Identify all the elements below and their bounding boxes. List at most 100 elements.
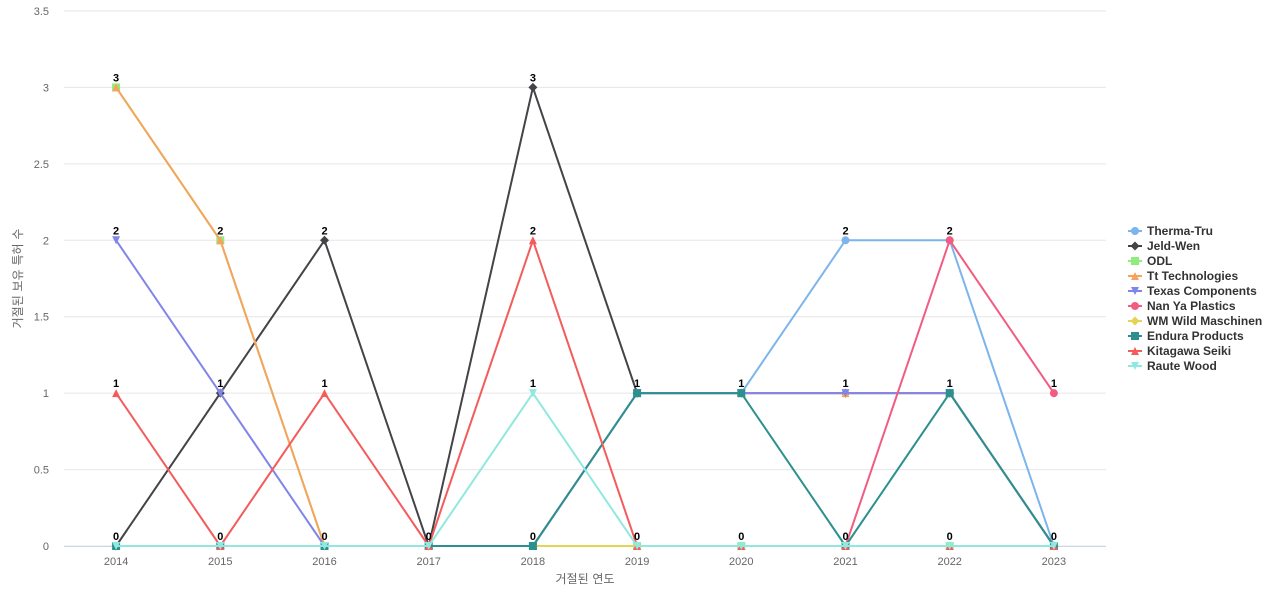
data-point-therma-tru xyxy=(841,236,850,245)
data-point-jeld-wen xyxy=(528,82,538,92)
x-tick-label: 2022 xyxy=(937,556,961,568)
legend-item-texas-components[interactable]: Texas Components xyxy=(1128,284,1257,298)
legend-marker xyxy=(1131,257,1139,265)
legend-item-therma-tru[interactable]: Therma-Tru xyxy=(1128,224,1213,238)
legend-label: WM Wild Maschinen xyxy=(1147,314,1262,328)
legend-marker xyxy=(1131,287,1139,295)
data-point-texas-components xyxy=(216,389,225,398)
data-label: 2 xyxy=(842,225,848,237)
series-line-raute-wood xyxy=(115,392,1055,547)
data-label: 2 xyxy=(947,225,953,237)
x-axis-title: 거절된 연도 xyxy=(555,572,614,586)
y-tick-label: 0.5 xyxy=(34,465,49,477)
legend-label: Endura Products xyxy=(1147,329,1244,343)
data-point-raute-wood xyxy=(633,542,642,550)
data-point-nan-ya-plastics xyxy=(945,236,954,245)
data-label: 1 xyxy=(634,378,640,390)
data-point-jeld-wen xyxy=(320,235,329,245)
data-point-raute-wood xyxy=(320,542,329,550)
legend-label: Texas Components xyxy=(1147,284,1257,298)
data-label: 3 xyxy=(113,72,119,84)
x-tick-label: 2016 xyxy=(312,556,336,568)
legend-item-raute-wood[interactable]: Raute Wood xyxy=(1128,359,1217,373)
data-point-raute-wood xyxy=(945,542,954,550)
data-label: 0 xyxy=(426,531,432,543)
data-point-kitagawa-seiki xyxy=(528,236,537,245)
grid xyxy=(64,10,1106,547)
legend-marker xyxy=(1131,332,1139,340)
legend-label: Nan Ya Plastics xyxy=(1147,299,1236,313)
data-label: 0 xyxy=(634,531,640,543)
data-point-raute-wood xyxy=(737,542,746,550)
data-label: 1 xyxy=(1051,378,1057,390)
data-label: 0 xyxy=(113,531,119,543)
legend-label: Therma-Tru xyxy=(1147,224,1213,238)
data-label: 1 xyxy=(321,378,327,390)
legend-item-tt-technologies[interactable]: Tt Technologies xyxy=(1128,269,1238,283)
legend-item-kitagawa-seiki[interactable]: Kitagawa Seiki xyxy=(1128,344,1231,358)
data-point-endura-products xyxy=(633,389,642,398)
y-tick-label: 0 xyxy=(43,541,49,553)
data-point-tt-technologies xyxy=(216,236,225,245)
data-label: 2 xyxy=(321,225,327,237)
data-label: 1 xyxy=(113,378,119,390)
legend-item-odl[interactable]: ODL xyxy=(1128,254,1172,268)
data-label: 1 xyxy=(842,378,848,390)
data-point-nan-ya-plastics xyxy=(1049,389,1058,398)
legend-item-jeld-wen[interactable]: Jeld-Wen xyxy=(1128,239,1200,253)
x-tick-label: 2018 xyxy=(521,556,545,568)
data-label: 0 xyxy=(947,531,953,543)
x-tick-label: 2021 xyxy=(833,556,857,568)
data-label: 1 xyxy=(738,378,744,390)
legend-label: Kitagawa Seiki xyxy=(1147,344,1231,358)
data-point-raute-wood xyxy=(841,542,850,550)
legend-marker xyxy=(1130,241,1140,251)
legend-marker xyxy=(1131,302,1139,310)
legend-label: ODL xyxy=(1147,254,1172,268)
y-tick-label: 1.5 xyxy=(34,312,49,324)
data-label: 1 xyxy=(947,378,953,390)
y-tick-label: 1 xyxy=(43,388,49,400)
data-label: 1 xyxy=(217,378,223,390)
legend-marker xyxy=(1131,347,1139,355)
x-tick-label: 2017 xyxy=(416,556,440,568)
x-tick-label: 2019 xyxy=(625,556,649,568)
data-label: 3 xyxy=(530,72,536,84)
series-raute-wood xyxy=(112,389,1058,550)
legend-item-nan-ya-plastics[interactable]: Nan Ya Plastics xyxy=(1128,299,1236,313)
y-tick-label: 3 xyxy=(43,82,49,94)
data-labels: 3 2 1 0 2 1 0 2 1 0 0 3 2 1 0 1 0 1 0 2 1 0 2 1 0 1 0 xyxy=(113,72,1057,543)
data-point-texas-components xyxy=(841,389,850,398)
legend-label: Jeld-Wen xyxy=(1147,239,1200,253)
data-point-raute-wood xyxy=(424,542,433,550)
series-group xyxy=(111,82,1059,551)
data-label: 1 xyxy=(530,378,536,390)
legend-item-wm-wild-maschinen[interactable]: WM Wild Maschinen xyxy=(1128,314,1262,328)
data-point-texas-components xyxy=(112,236,121,245)
legend-item-endura-products[interactable]: Endura Products xyxy=(1128,329,1244,343)
y-tick-label: 3.5 xyxy=(34,6,49,18)
data-label: 0 xyxy=(217,531,223,543)
data-point-endura-products xyxy=(737,389,746,398)
legend-label: Tt Technologies xyxy=(1147,269,1238,283)
legend-marker xyxy=(1130,316,1140,326)
legend-marker xyxy=(1131,272,1139,280)
data-label: 2 xyxy=(113,225,119,237)
data-point-kitagawa-seiki xyxy=(320,389,329,398)
data-point-endura-products xyxy=(945,389,954,398)
data-point-raute-wood xyxy=(112,542,121,550)
y-tick-label: 2.5 xyxy=(34,159,49,171)
data-point-raute-wood xyxy=(1049,542,1058,550)
data-label: 0 xyxy=(530,531,536,543)
legend-marker xyxy=(1131,362,1139,370)
data-label: 0 xyxy=(1051,531,1057,543)
legend-marker xyxy=(1131,227,1139,235)
y-tick-label: 2 xyxy=(43,235,49,247)
data-point-endura-products xyxy=(528,542,537,550)
data-point-tt-technologies xyxy=(112,83,121,92)
data-label: 0 xyxy=(321,531,327,543)
data-label: 0 xyxy=(842,531,848,543)
